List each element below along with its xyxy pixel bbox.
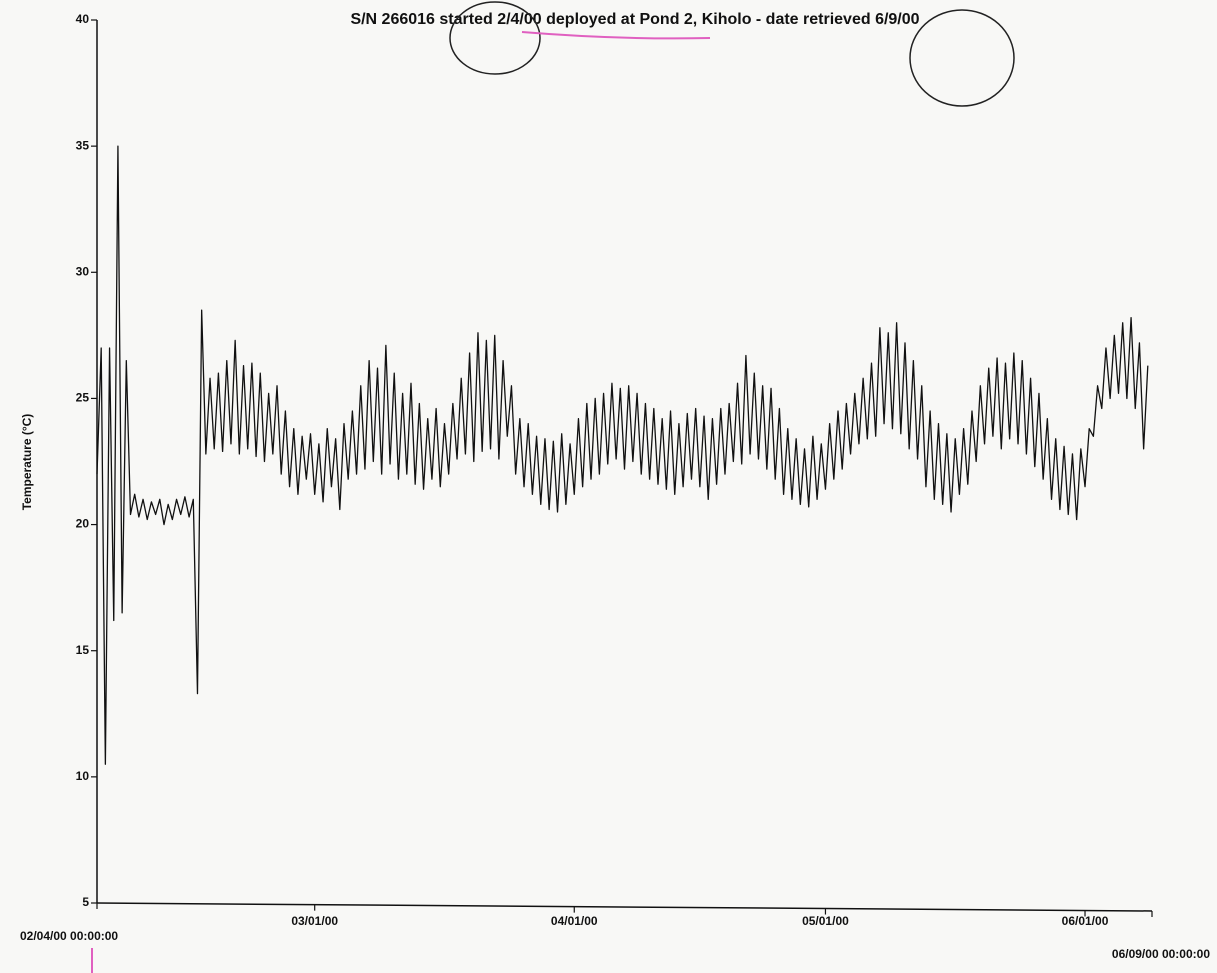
x-tick-label: 06/01/00 xyxy=(1062,914,1109,928)
pen-circle xyxy=(909,9,1015,107)
y-tick-label: 5 xyxy=(82,895,89,909)
chart-title: S/N 266016 started 2/4/00 deployed at Po… xyxy=(350,11,919,28)
temperature-line xyxy=(96,145,1149,765)
y-tick-label: 15 xyxy=(76,643,90,657)
y-tick-label: 10 xyxy=(76,769,90,783)
y-tick-label: 40 xyxy=(76,12,90,26)
pen-underline xyxy=(521,31,711,40)
x-tick-label: 02/04/00 00:00:00 xyxy=(20,929,118,943)
y-tick-label: 35 xyxy=(76,138,90,152)
y-tick-label: 20 xyxy=(76,517,90,531)
y-tick-label: 25 xyxy=(76,391,90,405)
pen-circle xyxy=(449,1,541,75)
x-tick-label: 05/01/00 xyxy=(802,914,849,928)
x-tick-label: 03/01/00 xyxy=(291,914,338,928)
x-tick-label: 06/09/00 00:00:00 xyxy=(1112,947,1210,961)
x-tick-label: 04/01/00 xyxy=(551,914,598,928)
x-axis xyxy=(96,902,1153,912)
plot-area: 5 10 15 20 25 30 35 40 02/04/00 00:00:00 03/01/00… xyxy=(20,12,1210,961)
y-tick-label: 30 xyxy=(76,264,90,278)
y-axis-label: Temperature (°C) xyxy=(20,414,34,511)
